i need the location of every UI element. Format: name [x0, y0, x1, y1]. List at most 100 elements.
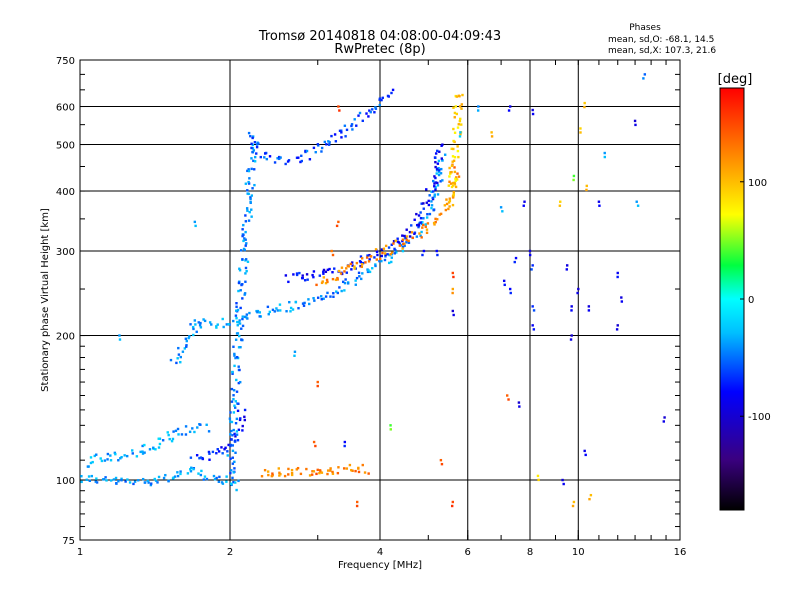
data-point [120, 479, 123, 482]
data-point [239, 417, 242, 420]
data-point [453, 156, 457, 159]
data-point [297, 156, 300, 159]
data-point [355, 504, 359, 508]
data-point [413, 232, 416, 235]
data-point [432, 190, 435, 193]
data-point [251, 143, 255, 147]
x-tick-label: 10 [572, 547, 585, 558]
data-point [355, 500, 359, 504]
data-point [201, 457, 205, 461]
data-point [435, 169, 439, 172]
y-tick-label: 400 [56, 187, 75, 198]
data-point [267, 312, 270, 316]
data-point [237, 281, 241, 285]
data-point [597, 200, 601, 203]
data-point [337, 105, 340, 108]
data-point [369, 255, 372, 258]
data-point [193, 430, 196, 434]
data-point [433, 223, 436, 226]
data-point [235, 378, 238, 382]
data-point [319, 470, 322, 473]
data-point [231, 462, 235, 465]
data-point [570, 334, 573, 337]
data-point [117, 480, 120, 483]
data-point [329, 469, 332, 472]
data-point [335, 290, 338, 293]
data-point [435, 172, 438, 175]
data-point [531, 305, 534, 308]
data-point [411, 236, 414, 240]
data-point [452, 313, 455, 317]
data-point [143, 451, 146, 454]
data-point [449, 182, 453, 185]
data-point [251, 136, 254, 140]
data-point [153, 477, 156, 481]
data-point [120, 477, 123, 481]
data-point [558, 204, 562, 207]
data-point [193, 220, 197, 224]
data-point [443, 204, 447, 207]
data-point [234, 451, 237, 454]
data-point [197, 472, 200, 475]
data-point [316, 143, 320, 146]
data-point [246, 189, 249, 192]
data-point [434, 152, 438, 155]
data-point [532, 328, 536, 331]
data-point [368, 109, 371, 112]
data-point [386, 253, 389, 256]
data-point [215, 476, 218, 480]
data-point [451, 195, 455, 198]
data-point [390, 243, 393, 246]
data-point [334, 140, 338, 143]
data-point [531, 264, 534, 267]
data-point [199, 456, 203, 459]
data-point [344, 135, 347, 138]
data-point [231, 444, 234, 447]
data-point [210, 323, 213, 326]
data-point [448, 197, 451, 200]
data-point [224, 446, 227, 450]
data-point [245, 207, 249, 210]
data-point [243, 293, 246, 296]
data-point [154, 479, 158, 482]
data-point [113, 451, 117, 455]
data-point [433, 195, 436, 198]
data-point [407, 239, 410, 243]
colorbar-ticks: 100 0 -100 [740, 178, 771, 423]
data-point [350, 124, 353, 128]
data-point [321, 280, 324, 283]
stats-line-o: mean, sd,O: -68.1, 14.5 [608, 35, 714, 45]
data-point [339, 272, 343, 275]
data-point [577, 287, 580, 291]
data-point [350, 261, 354, 264]
data-point [343, 281, 347, 285]
data-point [202, 478, 206, 481]
data-point [169, 358, 173, 362]
data-point [275, 307, 278, 310]
data-point [448, 166, 451, 170]
data-point [183, 347, 187, 350]
colorbar-tick-label: -100 [748, 412, 771, 423]
data-point [505, 394, 509, 397]
data-point [250, 208, 253, 211]
data-point [517, 401, 521, 404]
data-point [226, 450, 229, 453]
data-point [287, 159, 291, 162]
data-point [585, 184, 588, 188]
data-point [217, 480, 221, 483]
data-point [234, 338, 238, 341]
data-point [459, 117, 462, 121]
data-point [234, 406, 237, 409]
data-point [357, 467, 360, 470]
data-point [421, 221, 424, 224]
data-point [413, 218, 416, 221]
data-point [313, 299, 316, 302]
data-point [312, 146, 316, 150]
data-point [278, 474, 281, 477]
data-point [422, 207, 425, 210]
data-point [531, 324, 534, 327]
data-point [286, 160, 290, 163]
data-point [374, 107, 378, 110]
data-point [419, 234, 422, 237]
data-point [432, 208, 435, 212]
